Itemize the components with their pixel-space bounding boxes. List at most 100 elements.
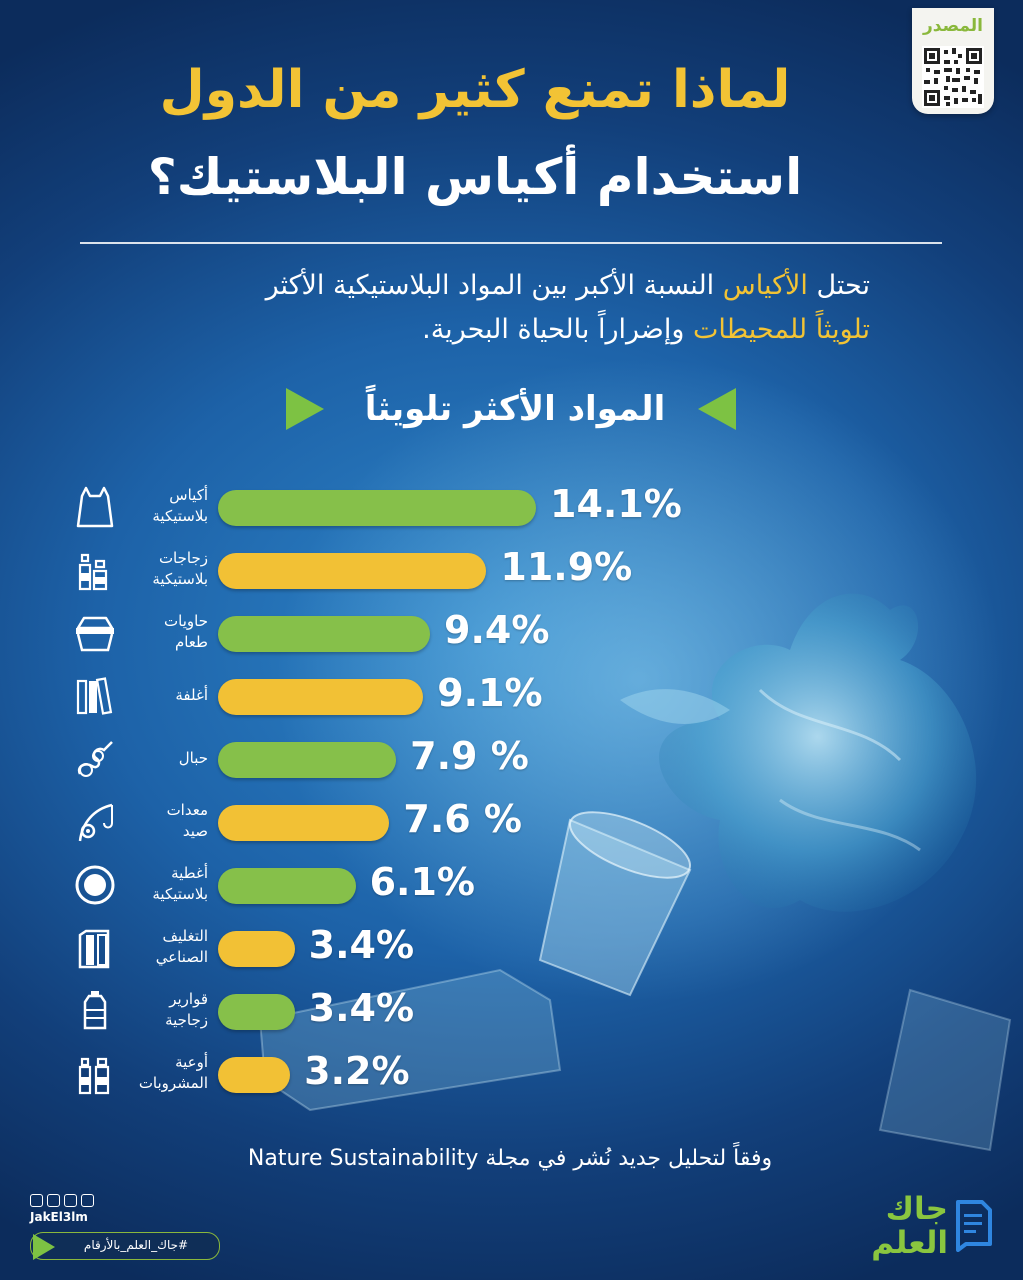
bar xyxy=(218,994,295,1030)
instagram-icon[interactable] xyxy=(47,1194,60,1207)
logo-line: العلم xyxy=(871,1225,948,1261)
chart-row: زجاجات بلاستيكية 11.9% xyxy=(0,543,1023,597)
footnote: وفقاً لتحليل جديد نُشر في مجلة Nature Su… xyxy=(247,1146,773,1171)
bar-category-label-line: المشروبات xyxy=(138,1074,208,1092)
bar-value-label: 6.1% xyxy=(369,860,475,904)
bar-value-label: 7.6 % xyxy=(403,797,523,841)
bar-value-label: 3.4% xyxy=(308,923,415,967)
document-icon xyxy=(956,1200,992,1252)
bar-category-label: أكياس بلاستيكية xyxy=(100,485,208,527)
chart-row: أكياس بلاستيكية 14.1% xyxy=(0,480,1023,534)
play-arrow-icon xyxy=(698,388,736,430)
intro-segment: النسبة الأكبر بين المواد البلاستيكية الأ… xyxy=(265,270,723,301)
bar-value-label: 9.4% xyxy=(444,608,550,652)
qr-code-icon[interactable] xyxy=(922,46,984,108)
play-icon xyxy=(33,1234,55,1260)
bar-category-label-line: صيد xyxy=(182,822,208,840)
snapchat-icon[interactable] xyxy=(64,1194,77,1207)
chart-row: حاويات طعام 9.4% xyxy=(0,606,1023,660)
chart-row: حبال 7.9 % xyxy=(0,732,1023,786)
bar-category-label: أوعية المشروبات xyxy=(100,1052,208,1094)
bar-category-label-line: أغلفة xyxy=(175,686,208,704)
bar-value-label: 14.1% xyxy=(550,482,682,526)
chart-row: التغليف الصناعي 3.4% xyxy=(0,921,1023,975)
bar xyxy=(218,805,390,841)
bar-category-label-line: أكياس xyxy=(169,486,208,504)
source-label: المصدر xyxy=(923,16,983,36)
bar-category-label-line: زجاجية xyxy=(165,1011,208,1029)
bar xyxy=(218,553,487,589)
hashtag-text: #جاك_العلم_بالأرقام xyxy=(83,1238,189,1252)
bar-category-label-line: معدات xyxy=(166,801,208,819)
bar-category-label: قوارير زجاجية xyxy=(100,989,208,1031)
chart-row: معدات صيد 7.6 % xyxy=(0,795,1023,849)
bag-icon xyxy=(76,486,114,528)
bottles-icon xyxy=(78,553,108,591)
chart-row: قوارير زجاجية 3.4% xyxy=(0,984,1023,1038)
bar-value-label: 7.9 % xyxy=(410,734,529,778)
bar xyxy=(218,931,295,967)
intro-highlight-oceans: تلويثاً للمحيطات xyxy=(692,314,870,345)
source-badge[interactable]: المصدر xyxy=(912,8,994,114)
title-line-2: استخدام أكياس البلاستيك؟ xyxy=(147,148,803,206)
bar-value-label: 11.9% xyxy=(500,545,633,589)
bar-category-label: معدات صيد xyxy=(100,800,208,842)
bar-category-label-line: بلاستيكية xyxy=(152,885,208,903)
intro-segment: تحتل xyxy=(807,270,870,301)
intro-line-1: تحتل الأكياس النسبة الأكبر بين المواد ال… xyxy=(80,270,870,301)
bar-value-label: 3.4% xyxy=(308,986,415,1030)
bar-category-label: زجاجات بلاستيكية xyxy=(100,548,208,590)
bar-category-label-line: أوعية xyxy=(175,1053,208,1071)
bar-value-label: 9.1% xyxy=(437,671,543,715)
fishing-gear-icon xyxy=(78,803,113,842)
bar-category-label-line: بلاستيكية xyxy=(152,507,208,525)
hashtag-pill: #جاك_العلم_بالأرقام xyxy=(30,1232,220,1260)
bar-category-label: التغليف الصناعي xyxy=(100,926,208,968)
title-divider xyxy=(80,242,942,244)
bar-category-label-line: بلاستيكية xyxy=(152,570,208,588)
chart-row: أغلفة 9.1% xyxy=(0,669,1023,723)
section-heading-text: المواد الأكثر تلويثاً xyxy=(364,389,666,429)
bar-category-label-line: قوارير xyxy=(169,990,208,1008)
intro-segment: وإضراراً بالحياة البحرية. xyxy=(422,314,693,345)
facebook-icon[interactable] xyxy=(30,1194,43,1207)
twitter-icon[interactable] xyxy=(81,1194,94,1207)
intro-highlight-bags: الأكياس xyxy=(722,270,808,301)
bottle-cap-icon xyxy=(75,865,115,905)
bar-category-label: حبال xyxy=(100,748,208,769)
social-icons xyxy=(30,1192,98,1207)
bar-category-label-line: طعام xyxy=(174,633,208,651)
bar-category-label: أغطية بلاستيكية xyxy=(100,863,208,905)
bar-category-label: أغلفة xyxy=(100,685,208,706)
bar xyxy=(218,1057,291,1093)
industrial-packaging-icon xyxy=(78,929,110,969)
wrappers-icon xyxy=(76,677,113,715)
rope-icon xyxy=(77,741,113,777)
bar xyxy=(218,679,424,715)
bar-category-label-line: أغطية xyxy=(171,864,208,882)
bar-chart: أكياس بلاستيكية 14.1% زجاجات بلاستيكية 11.9% ح… xyxy=(0,480,1023,1120)
section-heading: المواد الأكثر تلويثاً xyxy=(286,384,740,434)
bar xyxy=(218,868,356,904)
chart-row: أوعية المشروبات 3.2% xyxy=(0,1047,1023,1101)
bar-category-label-line: حاويات xyxy=(164,612,208,630)
bar xyxy=(218,490,536,526)
title-line-1: لماذا تمنع كثير من الدول xyxy=(159,60,791,120)
bar-category-label-line: زجاجات xyxy=(158,549,208,567)
bar xyxy=(218,742,397,778)
intro-line-2: تلويثاً للمحيطات وإضراراً بالحياة البحري… xyxy=(80,314,870,345)
logo-text: جاك العلم xyxy=(868,1192,948,1260)
bar-value-label: 3.2% xyxy=(304,1049,410,1093)
bar-category-label-line: الصناعي xyxy=(155,948,208,966)
water-jug-icon xyxy=(83,991,107,1030)
beverage-containers-icon xyxy=(78,1057,110,1095)
bar-category-label-line: التغليف xyxy=(162,927,208,945)
chart-row: أغطية بلاستيكية 6.1% xyxy=(0,858,1023,912)
bar-category-label-line: حبال xyxy=(178,749,208,767)
brand-logo: جاك العلم xyxy=(868,1192,998,1266)
bar xyxy=(218,616,430,652)
social-handle: JakEl3lm xyxy=(30,1210,88,1224)
logo-line: جاك xyxy=(885,1191,948,1227)
play-arrow-icon xyxy=(286,388,324,430)
